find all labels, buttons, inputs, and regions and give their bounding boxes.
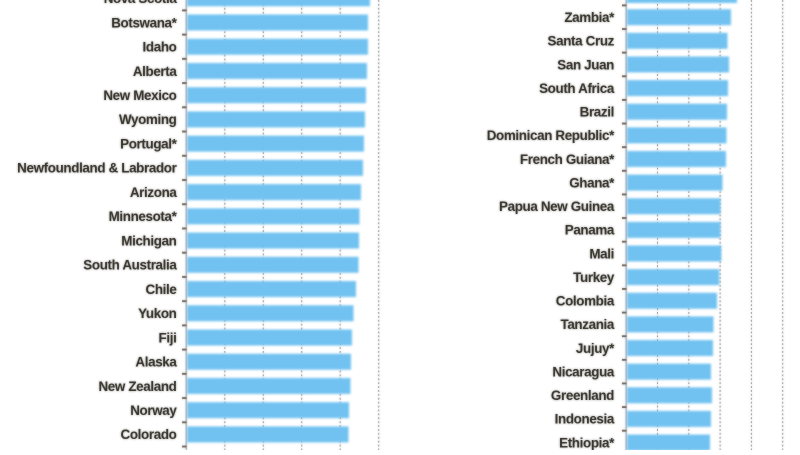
- svg-text:Alaska: Alaska: [135, 355, 177, 370]
- svg-text:Dominican Republic*: Dominican Republic*: [487, 128, 615, 143]
- svg-text:Arizona: Arizona: [130, 185, 178, 200]
- svg-text:Wyoming: Wyoming: [119, 112, 177, 127]
- svg-text:Nova Scotia: Nova Scotia: [104, 0, 178, 6]
- svg-text:Nicaragua: Nicaragua: [552, 364, 615, 379]
- svg-text:Colombia: Colombia: [556, 294, 615, 309]
- svg-text:Fiji: Fiji: [159, 330, 177, 345]
- svg-text:Yukon: Yukon: [138, 306, 177, 321]
- svg-text:Tanzania: Tanzania: [560, 317, 614, 332]
- svg-text:Greenland: Greenland: [551, 388, 614, 403]
- svg-text:Panama: Panama: [565, 223, 615, 238]
- svg-text:Papua New Guinea: Papua New Guinea: [499, 199, 615, 214]
- svg-text:Newfoundland & Labrador: Newfoundland & Labrador: [17, 161, 177, 176]
- svg-text:Jujuy*: Jujuy*: [576, 341, 615, 356]
- svg-text:Norway: Norway: [130, 403, 177, 418]
- svg-text:Alberta: Alberta: [133, 64, 178, 79]
- svg-text:Idaho: Idaho: [143, 40, 177, 55]
- svg-text:Indonesia: Indonesia: [555, 412, 615, 427]
- svg-text:Brazil: Brazil: [580, 105, 614, 120]
- svg-text:South Africa: South Africa: [539, 81, 615, 96]
- svg-text:New Zealand: New Zealand: [98, 379, 176, 394]
- svg-text:Santa Cruz: Santa Cruz: [548, 34, 615, 49]
- svg-text:Turkey: Turkey: [573, 270, 615, 285]
- svg-text:Ethiopia*: Ethiopia*: [559, 435, 615, 450]
- svg-text:Dominican Republic*: Dominican Republic*: [487, 128, 615, 143]
- svg-text:Portugal*: Portugal*: [120, 136, 178, 151]
- svg-text:South Australia: South Australia: [83, 258, 177, 273]
- svg-text:Ghana*: Ghana*: [569, 175, 615, 190]
- svg-text:Zambia*: Zambia*: [564, 10, 615, 25]
- svg-text:Chile: Chile: [146, 282, 177, 297]
- svg-text:Colombia: Colombia: [556, 294, 615, 309]
- svg-text:Jujuy*: Jujuy*: [576, 341, 615, 356]
- svg-text:Minnesota*: Minnesota*: [109, 209, 178, 224]
- svg-text:Turkey: Turkey: [573, 270, 615, 285]
- svg-text:Zambia*: Zambia*: [564, 10, 615, 25]
- svg-text:South Australia: South Australia: [83, 258, 177, 273]
- svg-text:Mali: Mali: [589, 246, 614, 261]
- svg-text:Nova Scotia: Nova Scotia: [104, 0, 178, 6]
- svg-text:Ghana*: Ghana*: [569, 175, 615, 190]
- svg-text:New Zealand: New Zealand: [98, 379, 176, 394]
- svg-text:Tanzania: Tanzania: [560, 317, 614, 332]
- svg-text:Ethiopia*: Ethiopia*: [559, 435, 615, 450]
- svg-text:San Juan: San Juan: [557, 57, 614, 72]
- svg-text:Nicaragua: Nicaragua: [552, 364, 615, 379]
- svg-text:Newfoundland & Labrador: Newfoundland & Labrador: [17, 161, 177, 176]
- svg-text:Botswana*: Botswana*: [111, 15, 177, 30]
- svg-text:Chile: Chile: [146, 282, 177, 297]
- svg-text:Colorado: Colorado: [121, 427, 177, 442]
- svg-text:Yukon: Yukon: [138, 306, 177, 321]
- svg-text:Greenland: Greenland: [551, 388, 614, 403]
- svg-text:Santa Cruz: Santa Cruz: [548, 34, 615, 49]
- svg-text:Papua New Guinea: Papua New Guinea: [499, 199, 615, 214]
- svg-text:New Mexico: New Mexico: [103, 88, 176, 103]
- svg-text:Michigan: Michigan: [121, 233, 176, 248]
- svg-text:Norway: Norway: [130, 403, 177, 418]
- svg-text:Mali: Mali: [589, 246, 614, 261]
- svg-text:Michigan: Michigan: [121, 233, 176, 248]
- svg-text:Portugal*: Portugal*: [120, 136, 178, 151]
- svg-text:Colorado: Colorado: [121, 427, 177, 442]
- svg-text:New Mexico: New Mexico: [103, 88, 176, 103]
- svg-text:French Guiana*: French Guiana*: [520, 152, 615, 167]
- svg-text:South Africa: South Africa: [539, 81, 615, 96]
- svg-text:Brazil: Brazil: [580, 105, 614, 120]
- svg-text:Indonesia: Indonesia: [555, 412, 615, 427]
- svg-text:Wyoming: Wyoming: [119, 112, 177, 127]
- svg-text:Botswana*: Botswana*: [111, 15, 177, 30]
- svg-text:French Guiana*: French Guiana*: [520, 152, 615, 167]
- svg-text:Fiji: Fiji: [159, 330, 177, 345]
- svg-text:Alberta: Alberta: [133, 64, 178, 79]
- svg-text:Arizona: Arizona: [130, 185, 178, 200]
- svg-text:Alaska: Alaska: [135, 355, 177, 370]
- svg-text:Idaho: Idaho: [143, 40, 177, 55]
- svg-text:San Juan: San Juan: [557, 57, 614, 72]
- svg-text:Panama: Panama: [565, 223, 615, 238]
- svg-text:Minnesota*: Minnesota*: [109, 209, 178, 224]
